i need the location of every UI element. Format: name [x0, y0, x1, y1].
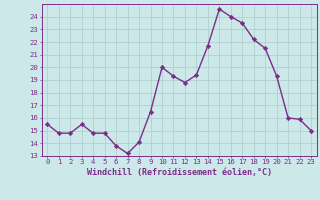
- X-axis label: Windchill (Refroidissement éolien,°C): Windchill (Refroidissement éolien,°C): [87, 168, 272, 177]
